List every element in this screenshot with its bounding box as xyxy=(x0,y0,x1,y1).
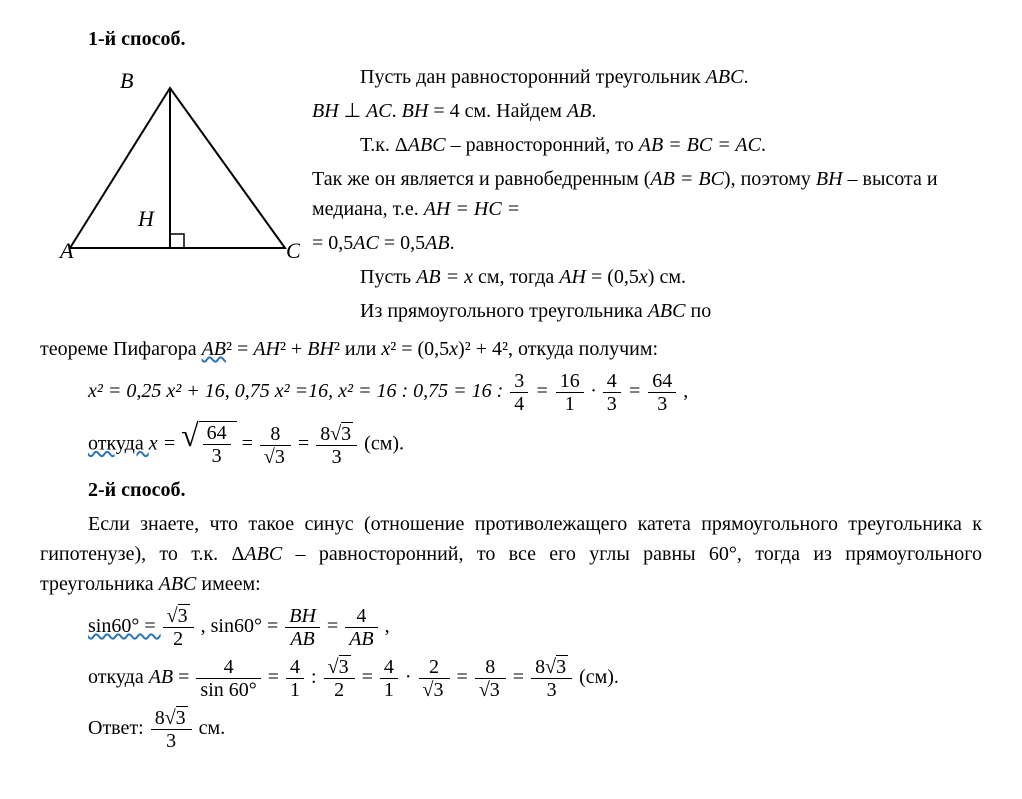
m1-line3: Т.к. ΔABC – равносторонний, то AB = BC =… xyxy=(312,130,982,160)
m1-line1: Пусть дан равносторонний треугольник ABC… xyxy=(312,62,982,92)
label-A: A xyxy=(58,238,74,263)
m1-line7: теореме Пифагора AB² = AH² + BH² или x² … xyxy=(40,334,982,364)
method1-heading: 1-й способ. xyxy=(40,24,982,54)
label-C: C xyxy=(286,238,300,263)
m2-eq2: откуда AB = 4sin 60° = 41 : √3 2 = 41 · … xyxy=(88,656,982,701)
m1-line4b: = 0,5AC = 0,5AB. xyxy=(312,228,982,258)
method2-heading: 2-й способ. xyxy=(40,475,982,505)
m2-eq1: sin60° = √3 2 , sin60° = BHAB = 4AB , xyxy=(88,605,982,650)
answer-line: Ответ: 8√3 3 см. xyxy=(88,707,982,752)
label-H: H xyxy=(137,206,155,231)
m1-line5: Пусть AB = x см, тогда AH = (0,5x) см. xyxy=(312,262,982,292)
figure-and-intro: A C B H Пусть дан равносторонний треугол… xyxy=(40,58,982,330)
m1-line4: Так же он является и равнобедренным (AB … xyxy=(312,164,982,224)
label-B: B xyxy=(120,68,133,93)
m2-para: Если знаете, что такое синус (отношение … xyxy=(40,509,982,599)
m1-eq2: откуда x = √643 = 8 √3 = 8√3 3 (см). xyxy=(88,421,982,469)
m1-line2: BH ⊥ AC. BH = 4 см. Найдем AB. xyxy=(312,96,982,126)
m1-eq1: x² = 0,25 x² + 16, 0,75 x² =16, x² = 16 … xyxy=(88,370,982,415)
triangle-figure: A C B H xyxy=(40,58,300,277)
m1-line6: Из прямоугольного треугольника ABC по xyxy=(312,296,982,326)
